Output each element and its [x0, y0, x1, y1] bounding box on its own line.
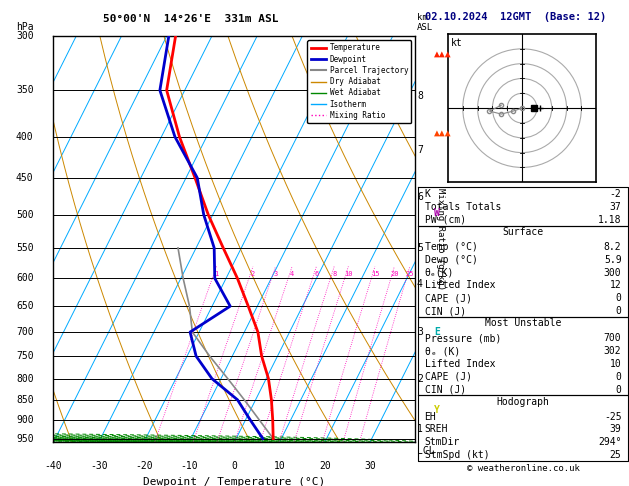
Text: E: E — [434, 327, 440, 337]
Text: CAPE (J): CAPE (J) — [425, 294, 472, 303]
Text: 0: 0 — [616, 372, 621, 382]
Text: CIN (J): CIN (J) — [425, 306, 465, 316]
Text: Most Unstable: Most Unstable — [485, 318, 561, 329]
Text: 2: 2 — [417, 374, 423, 383]
Text: 500: 500 — [16, 209, 33, 220]
Text: -2: -2 — [610, 189, 621, 199]
Text: Y: Y — [434, 405, 440, 415]
Text: 850: 850 — [16, 395, 33, 405]
Legend: Temperature, Dewpoint, Parcel Trajectory, Dry Adiabat, Wet Adiabat, Isotherm, Mi: Temperature, Dewpoint, Parcel Trajectory… — [308, 40, 411, 123]
Text: -10: -10 — [181, 461, 198, 470]
Text: 5.9: 5.9 — [604, 255, 621, 265]
Text: 8: 8 — [332, 271, 337, 277]
Text: 3: 3 — [274, 271, 277, 277]
Text: -30: -30 — [90, 461, 108, 470]
Text: StmSpd (kt): StmSpd (kt) — [425, 450, 489, 460]
Text: 25: 25 — [406, 271, 414, 277]
Text: 0: 0 — [616, 384, 621, 395]
Text: 950: 950 — [16, 434, 33, 444]
Text: 400: 400 — [16, 132, 33, 142]
Text: 750: 750 — [16, 351, 33, 361]
Text: SREH: SREH — [425, 424, 448, 434]
Text: 600: 600 — [16, 273, 33, 283]
Text: 39: 39 — [610, 424, 621, 434]
Text: 300: 300 — [16, 32, 33, 41]
Text: 1: 1 — [214, 271, 219, 277]
Text: Lifted Index: Lifted Index — [425, 280, 495, 291]
Text: 0: 0 — [616, 294, 621, 303]
Text: 15: 15 — [370, 271, 379, 277]
Text: 8: 8 — [417, 91, 423, 101]
Text: 1.18: 1.18 — [598, 215, 621, 225]
Text: 700: 700 — [604, 333, 621, 343]
Text: CIN (J): CIN (J) — [425, 384, 465, 395]
Text: ▲▲▲: ▲▲▲ — [434, 49, 452, 58]
Text: K: K — [425, 189, 430, 199]
Text: hPa: hPa — [16, 22, 33, 33]
Text: EH: EH — [425, 412, 437, 422]
Text: 10: 10 — [274, 461, 286, 470]
Text: Mixing Ratio (g/kg): Mixing Ratio (g/kg) — [436, 188, 445, 291]
Text: 294°: 294° — [598, 437, 621, 447]
Text: θₑ (K): θₑ (K) — [425, 346, 460, 356]
Text: 800: 800 — [16, 374, 33, 383]
Text: Dewp (°C): Dewp (°C) — [425, 255, 477, 265]
Text: 10: 10 — [344, 271, 353, 277]
Text: 900: 900 — [16, 415, 33, 425]
Text: Surface: Surface — [503, 227, 543, 237]
Text: 6: 6 — [314, 271, 318, 277]
Text: 700: 700 — [16, 327, 33, 337]
Text: Pressure (mb): Pressure (mb) — [425, 333, 501, 343]
Text: km
ASL: km ASL — [417, 13, 433, 33]
Text: 02.10.2024  12GMT  (Base: 12): 02.10.2024 12GMT (Base: 12) — [425, 12, 606, 22]
Text: 37: 37 — [610, 202, 621, 212]
Text: 8.2: 8.2 — [604, 242, 621, 252]
Text: 10: 10 — [610, 359, 621, 369]
Text: 550: 550 — [16, 243, 33, 253]
Text: 6: 6 — [417, 192, 423, 202]
Text: 12: 12 — [610, 280, 621, 291]
Text: ▲▲▲: ▲▲▲ — [434, 127, 452, 138]
Text: 302: 302 — [604, 346, 621, 356]
Text: -25: -25 — [604, 412, 621, 422]
Text: Lifted Index: Lifted Index — [425, 359, 495, 369]
Text: CAPE (J): CAPE (J) — [425, 372, 472, 382]
Text: 2: 2 — [251, 271, 255, 277]
Text: -20: -20 — [135, 461, 153, 470]
Text: 350: 350 — [16, 85, 33, 95]
Text: 4: 4 — [290, 271, 294, 277]
Text: 1: 1 — [417, 424, 423, 434]
Text: 450: 450 — [16, 173, 33, 183]
Text: 650: 650 — [16, 301, 33, 311]
Text: 0: 0 — [616, 306, 621, 316]
Text: 30: 30 — [364, 461, 376, 470]
Text: -40: -40 — [45, 461, 62, 470]
Text: 4: 4 — [417, 279, 423, 289]
Text: 20: 20 — [390, 271, 399, 277]
Text: kt: kt — [451, 38, 463, 49]
Text: Temp (°C): Temp (°C) — [425, 242, 477, 252]
Text: 20: 20 — [319, 461, 331, 470]
Text: 25: 25 — [610, 450, 621, 460]
Text: Hodograph: Hodograph — [496, 397, 550, 407]
Text: 50°00'N  14°26'E  331m ASL: 50°00'N 14°26'E 331m ASL — [103, 14, 279, 24]
Text: Dewpoint / Temperature (°C): Dewpoint / Temperature (°C) — [143, 477, 325, 486]
Text: 3: 3 — [417, 327, 423, 337]
Text: StmDir: StmDir — [425, 437, 460, 447]
Text: PW (cm): PW (cm) — [425, 215, 465, 225]
Text: W: W — [434, 208, 440, 218]
Text: LCL: LCL — [417, 446, 435, 456]
Text: © weatheronline.co.uk: © weatheronline.co.uk — [467, 464, 579, 473]
Text: θₑ(K): θₑ(K) — [425, 268, 454, 278]
Text: 0: 0 — [231, 461, 237, 470]
Text: 7: 7 — [417, 145, 423, 155]
Text: 5: 5 — [417, 243, 423, 253]
Text: Totals Totals: Totals Totals — [425, 202, 501, 212]
Text: 300: 300 — [604, 268, 621, 278]
